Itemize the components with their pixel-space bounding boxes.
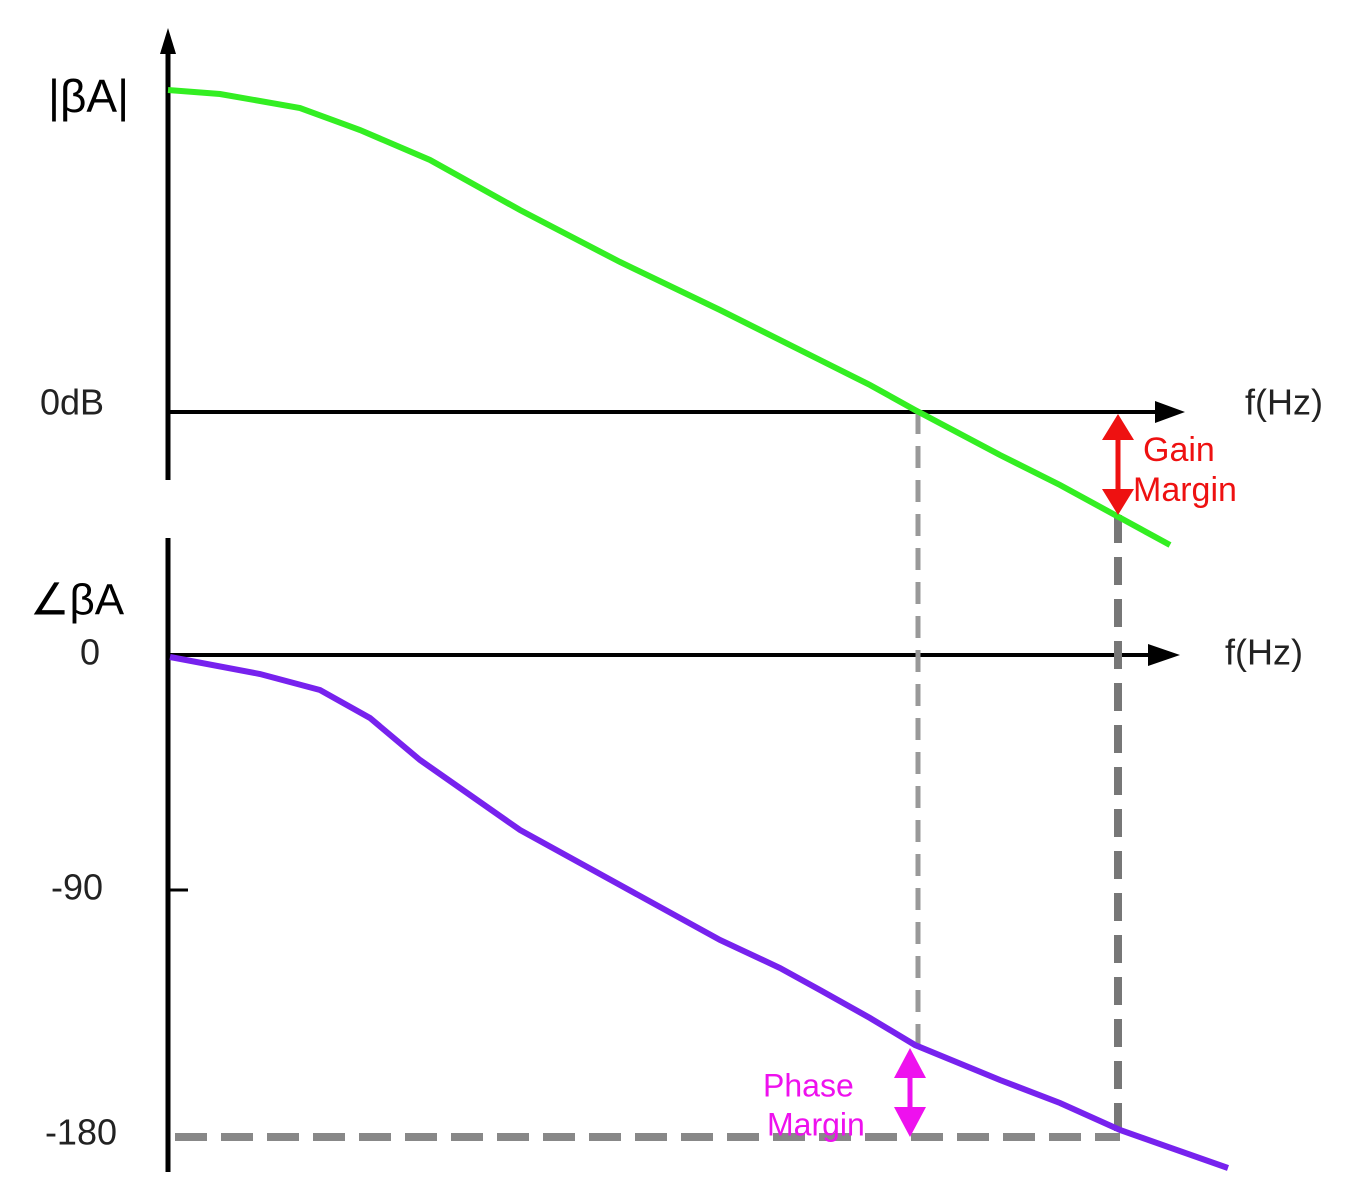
phase-curve <box>169 654 1229 1171</box>
phase-margin-label: Margin <box>767 1106 865 1142</box>
tick-label: -180 <box>45 1112 117 1153</box>
gain-margin-label: Margin <box>1133 471 1237 509</box>
zero-db-label: 0dB <box>40 382 104 423</box>
phase-margin-label: Phase <box>763 1067 854 1103</box>
axis-arrow <box>1148 644 1180 666</box>
axis-arrow <box>160 28 176 54</box>
x-axis-label: f(Hz) <box>1245 382 1323 423</box>
gain-margin-label: Gain <box>1143 431 1215 469</box>
phase-label: ∠βA <box>30 576 125 625</box>
x-axis-label: f(Hz) <box>1225 632 1303 673</box>
gain-margin-arrowheads <box>1102 414 1134 515</box>
magnitude-curve <box>167 87 1172 548</box>
tick-label: -90 <box>51 867 103 908</box>
phase-margin-arrowheads <box>894 1048 926 1137</box>
tick-label: 0 <box>80 632 100 673</box>
magnitude-label: |βA| <box>48 70 129 122</box>
axis-arrow <box>1155 401 1185 423</box>
